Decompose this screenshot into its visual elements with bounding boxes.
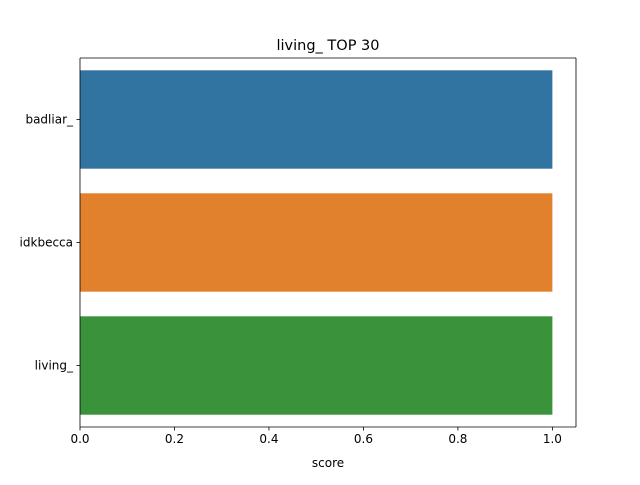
x-tick-label-4: 0.8 bbox=[448, 432, 467, 446]
chart-title: living_ TOP 30 bbox=[277, 38, 380, 54]
x-tick-label-1: 0.2 bbox=[165, 432, 184, 446]
x-axis-title: score bbox=[312, 456, 344, 470]
bars-layer bbox=[80, 70, 553, 415]
x-tick-label-3: 0.6 bbox=[354, 432, 373, 446]
bar-idkbecca bbox=[80, 193, 553, 292]
ticks-layer: badliar_ idkbecca living_ 0.0 0.2 0.4 0.6 0.8 1.… bbox=[20, 113, 562, 447]
bar-badliar bbox=[80, 70, 553, 169]
y-tick-label-badliar: badliar_ bbox=[25, 113, 74, 127]
x-tick-label-0: 0.0 bbox=[70, 432, 89, 446]
y-tick-label-idkbecca: idkbecca bbox=[20, 236, 73, 250]
y-tick-label-living: living_ bbox=[35, 359, 74, 373]
x-tick-label-2: 0.4 bbox=[259, 432, 278, 446]
bar-living bbox=[80, 316, 553, 415]
x-tick-label-5: 1.0 bbox=[543, 432, 562, 446]
